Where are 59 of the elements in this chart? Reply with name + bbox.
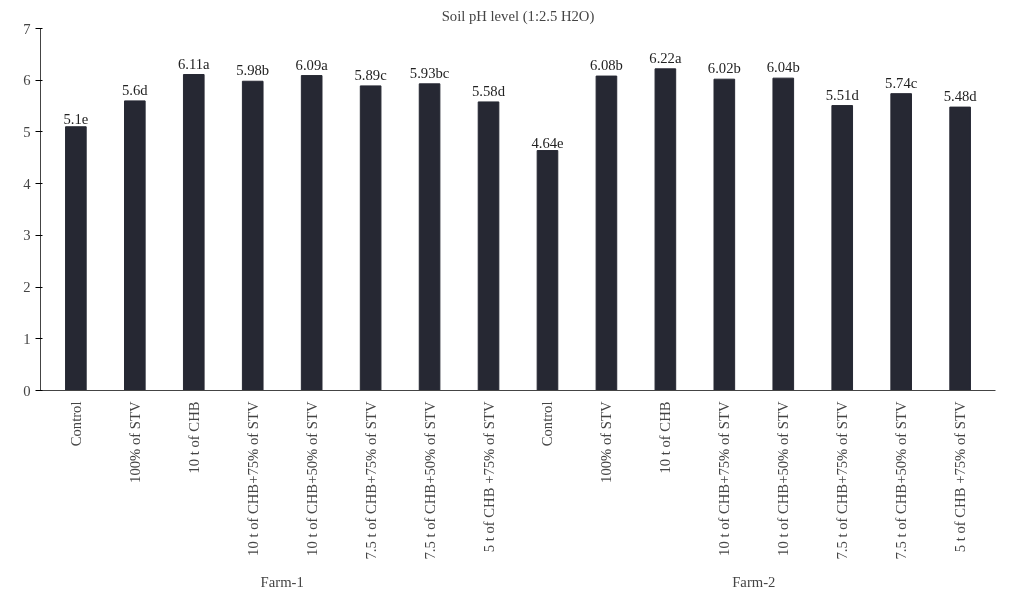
- y-tick-label: 5: [23, 123, 31, 140]
- x-tick-label: 7.5 t of CHB+75% of STV: [362, 401, 379, 560]
- data-label: 5.74c: [885, 74, 918, 91]
- data-label: 6.02b: [707, 60, 741, 77]
- data-label: 5.89c: [354, 66, 388, 83]
- x-tick-label: 10 t of CHB+75% of STV: [716, 401, 733, 556]
- data-label: 6.09a: [295, 56, 329, 73]
- bar: [772, 77, 795, 391]
- text: Farm-2: [732, 573, 776, 590]
- bar: [595, 75, 618, 391]
- x-tick-label: 7.5 t of CHB+75% of STV: [834, 401, 851, 560]
- x-tick-label: 10 t of CHB+50% of STV: [303, 401, 320, 556]
- bar: [477, 101, 500, 391]
- bar: [241, 80, 264, 391]
- data-label: 6.11a: [177, 55, 211, 72]
- data-label: 6.08b: [589, 57, 623, 74]
- chart-title: Soil pH level (1:2.5 H2O): [441, 7, 595, 25]
- y-tick-label: 4: [23, 175, 32, 192]
- bar: [949, 106, 971, 391]
- data-label: 5.51d: [825, 86, 860, 103]
- data-label: 5.48d: [943, 88, 978, 105]
- bar: [182, 74, 205, 391]
- bar: [831, 105, 854, 391]
- x-tick-label: Control: [67, 401, 84, 447]
- data-label: 6.22a: [649, 49, 682, 66]
- y-tick-label: 1: [23, 330, 31, 347]
- x-tick-label: 10 t of CHB+75% of STV: [244, 401, 261, 556]
- x-tick-label: 10 t of CHB: [657, 401, 674, 474]
- data-label: 5.93bc: [409, 64, 450, 81]
- data-label: 5.58d: [472, 82, 506, 99]
- y-tick-label: 0: [23, 382, 31, 399]
- bar: [359, 85, 382, 391]
- x-tick-label: 100% of STV: [126, 401, 143, 483]
- x-tick-label: 5 t of CHB +75% of STV: [952, 401, 969, 553]
- x-tick-label: 10 t of CHB+50% of STV: [775, 401, 792, 556]
- data-label: 5.6d: [122, 81, 149, 98]
- data-label: 6.04b: [766, 59, 800, 76]
- x-tick-label: 100% of STV: [598, 401, 615, 483]
- data-label: 4.64e: [531, 134, 564, 151]
- x-tick-label: 10 t of CHB: [185, 401, 202, 474]
- x-tick-label: Control: [539, 401, 556, 447]
- bar: [300, 75, 323, 391]
- bar: [418, 83, 441, 391]
- x-tick-label: 5 t of CHB +75% of STV: [480, 401, 497, 553]
- y-tick-label: 3: [23, 227, 31, 244]
- y-tick-label: 6: [23, 72, 31, 89]
- bar: [654, 68, 677, 391]
- bar: [890, 93, 912, 391]
- x-tick-label: 7.5 t of CHB+50% of STV: [893, 401, 910, 560]
- x-tick-label: 7.5 t of CHB+50% of STV: [421, 401, 438, 560]
- data-label: 5.1e: [63, 110, 89, 127]
- bar: [713, 78, 736, 391]
- text: Farm-1: [260, 573, 304, 590]
- bar: [124, 100, 146, 391]
- y-tick-label: 2: [23, 279, 31, 296]
- bar: [65, 126, 87, 391]
- y-tick-label: 7: [23, 20, 31, 37]
- data-label: 5.98b: [236, 62, 270, 79]
- bar: [536, 150, 559, 391]
